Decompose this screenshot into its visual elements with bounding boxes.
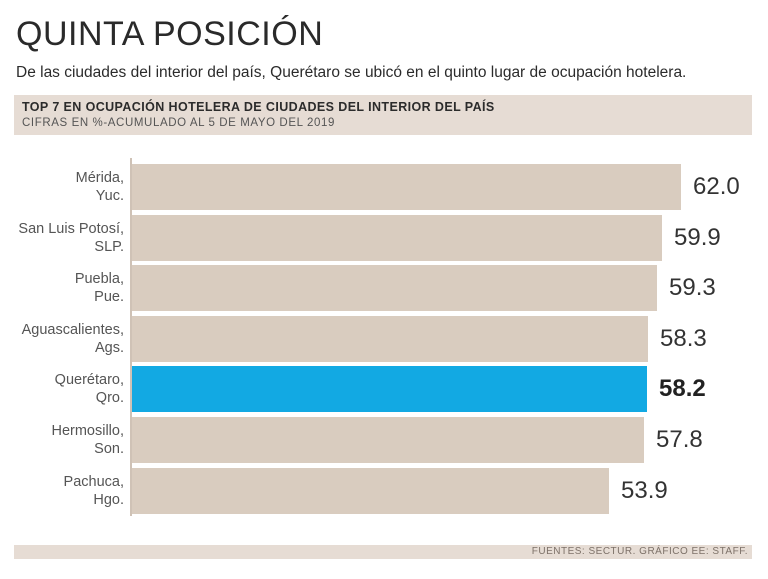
source-credit: FUENTES: SECTUR. GRÁFICO EE: STAFF. [531,546,748,557]
value-label: 62.0 [693,173,740,200]
category-label-line: Hermosillo, [51,423,124,439]
bar-6 [132,468,609,514]
value-label: 58.2 [659,375,706,402]
value-label: 57.8 [656,426,703,453]
bar-0 [132,164,681,210]
value-label: 59.3 [669,274,716,301]
category-label: San Luis Potosí, SLP. [14,220,124,256]
category-label-line: Aguascalientes, [21,322,124,338]
bar-4 [132,366,647,412]
category-label-line: Ags. [94,340,124,356]
category-label-line: SLP. [94,239,124,255]
chart-axis-line [130,158,132,516]
value-label: 59.9 [674,224,721,251]
category-label: Puebla, Pue. [14,270,124,306]
category-label-line: Pachuca, [63,474,124,490]
category-label: Pachuca, Hgo. [14,473,124,509]
category-label: Querétaro, Qro. [14,371,124,407]
bar-1 [132,215,662,261]
category-label-line: Son. [94,441,124,457]
bar-5 [132,417,644,463]
category-label-line: Qro. [95,390,124,406]
value-label: 58.3 [660,325,707,352]
value-label: 53.9 [621,477,668,504]
category-label: Mérida, Yuc. [14,169,124,205]
page-title: QUINTA POSICIÓN [16,15,324,53]
footer-band: FUENTES: SECTUR. GRÁFICO EE: STAFF. [14,545,752,559]
category-label: Aguascalientes, Ags. [14,321,124,357]
chart-heading: TOP 7 EN OCUPACIÓN HOTELERA DE CIUDADES … [22,100,495,114]
page-subtitle: De las ciudades del interior del país, Q… [16,64,687,81]
bar-2 [132,265,657,311]
category-label-line: Puebla, [74,271,124,287]
category-label-line: Hgo. [93,492,124,508]
category-label-line: Querétaro, [54,372,124,388]
bar-3 [132,316,648,362]
chart-header-band: TOP 7 EN OCUPACIÓN HOTELERA DE CIUDADES … [14,95,752,135]
category-label-line: Mérida, [75,170,124,186]
category-label-line: Yuc. [95,188,124,204]
chart-subheading: CIFRAS EN %-ACUMULADO AL 5 DE MAYO DEL 2… [22,117,335,129]
category-label-line: Pue. [94,289,124,305]
category-label-line: San Luis Potosí, [18,221,124,237]
category-label: Hermosillo, Son. [14,422,124,458]
